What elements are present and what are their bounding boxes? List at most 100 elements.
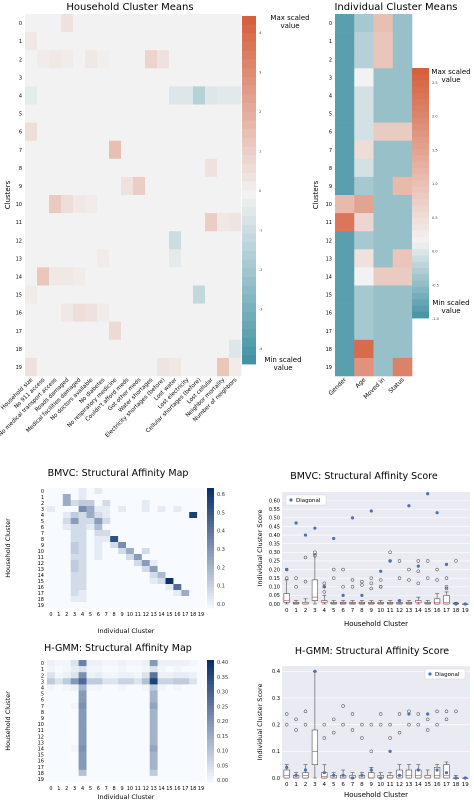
heatmap-cell	[157, 721, 166, 728]
heatmap-cell	[335, 68, 355, 87]
colorbar-segment	[242, 346, 256, 356]
heatmap-cell	[181, 733, 190, 740]
diagonal-point	[303, 533, 308, 537]
colorbar-segment	[207, 605, 214, 609]
heatmap-cell	[121, 213, 134, 232]
heatmap-cell	[94, 721, 103, 728]
heatmap-cell	[157, 506, 166, 513]
heatmap-cell	[25, 303, 38, 322]
heatmap-cell	[133, 727, 143, 734]
heatmap-cell	[181, 560, 190, 567]
heatmap-cell	[118, 554, 127, 561]
heatmap-cell	[49, 68, 62, 87]
heatmap-cell	[109, 231, 122, 250]
row-tick-label: 16	[16, 311, 22, 317]
colorbar-tick-label: 4	[259, 31, 262, 35]
column-tick-label: 9	[120, 786, 123, 792]
heatmap-cell	[70, 696, 79, 703]
heatmap-cell	[102, 494, 111, 501]
heatmap-cell	[94, 739, 103, 746]
heatmap-cell	[49, 50, 62, 69]
x-tick-label: 18	[452, 608, 459, 614]
heatmap-cell	[157, 524, 166, 531]
colorbar-segment	[207, 494, 214, 498]
x-tick-label: 17	[443, 782, 450, 788]
heatmap-cell	[217, 14, 230, 33]
heatmap-cell	[94, 572, 103, 579]
heatmap-cell	[121, 321, 134, 341]
colorbar-segment	[207, 581, 214, 585]
heatmap-cell	[70, 542, 79, 549]
heatmap-cell	[181, 524, 190, 531]
heatmap-cell	[173, 684, 182, 691]
outlier-point	[350, 728, 355, 732]
heatmap-cell	[193, 140, 206, 160]
colorbar-segment	[207, 539, 214, 543]
column-tick-label: 10	[127, 786, 133, 792]
heatmap-cell	[110, 524, 119, 531]
heatmap-cell	[354, 267, 374, 286]
heatmap-cell	[73, 303, 86, 322]
heatmap-cell	[25, 213, 38, 232]
heatmap-cell	[126, 769, 135, 777]
column-tick-label: 0	[49, 612, 52, 618]
heatmap-cell	[85, 32, 98, 51]
heatmap-cell	[62, 721, 71, 728]
heatmap-cell	[181, 775, 190, 783]
heatmap-cell	[189, 739, 198, 746]
heatmap-cell	[126, 714, 135, 722]
heatmap-cell	[86, 572, 95, 579]
heatmap-cell	[86, 488, 95, 495]
heatmap-cell	[335, 303, 355, 322]
heatmap-cell	[61, 285, 74, 304]
heatmap-cell	[102, 602, 111, 609]
heatmap-cell	[165, 578, 174, 585]
heatmap-cell	[62, 690, 71, 697]
heatmap-cell	[373, 122, 394, 141]
colorbar-tick-label: 1	[259, 150, 261, 154]
heatmap-cell	[149, 518, 158, 525]
heatmap-cell	[157, 530, 166, 537]
heatmap-cell	[173, 542, 182, 549]
x-tick-label: 9	[370, 608, 374, 614]
row-tick-label: 12	[38, 561, 44, 567]
colorbar-segment	[207, 602, 214, 606]
colorbar-tick-label: 0.5	[217, 510, 225, 516]
colorbar-segment	[412, 268, 429, 275]
heatmap-cell	[94, 757, 103, 764]
colorbar-segment	[207, 560, 214, 564]
colorbar-tick-label: -2	[259, 268, 263, 272]
heatmap-cell	[165, 596, 174, 603]
heatmap-cell	[181, 678, 190, 685]
heatmap-cell	[141, 548, 150, 555]
heatmap-cell	[141, 769, 150, 777]
heatmap-cell	[85, 140, 98, 160]
heatmap-cell	[133, 176, 146, 196]
outlier-point	[444, 586, 449, 591]
heatmap-cell	[133, 590, 143, 597]
heatmap-cell	[181, 739, 190, 746]
heatmap-cell	[70, 524, 79, 531]
heatmap-cell	[61, 140, 74, 160]
heatmap-cell	[49, 267, 62, 286]
heatmap-cell	[110, 560, 119, 567]
heatmap-cell	[47, 584, 56, 591]
heatmap-cell	[62, 536, 71, 543]
heatmap-cell	[354, 195, 374, 214]
heatmap-cell	[61, 104, 74, 123]
heatmap-cell	[141, 684, 150, 691]
column-tick-label: 16	[174, 612, 180, 618]
row-tick-label: 8	[329, 166, 332, 172]
outlier-point	[360, 583, 364, 587]
heatmap-cell	[169, 50, 182, 69]
heatmap-cell	[61, 50, 74, 69]
heatmap-cell	[54, 596, 64, 603]
heatmap-cell	[54, 708, 64, 716]
heatmap-cell	[47, 702, 56, 710]
colorbar-segment	[412, 293, 429, 300]
colorbar-segment	[242, 129, 256, 139]
heatmap-cell	[25, 32, 38, 51]
heatmap-cell	[78, 590, 87, 597]
heatmap-cell	[173, 602, 182, 609]
heatmap-cell	[173, 721, 182, 728]
